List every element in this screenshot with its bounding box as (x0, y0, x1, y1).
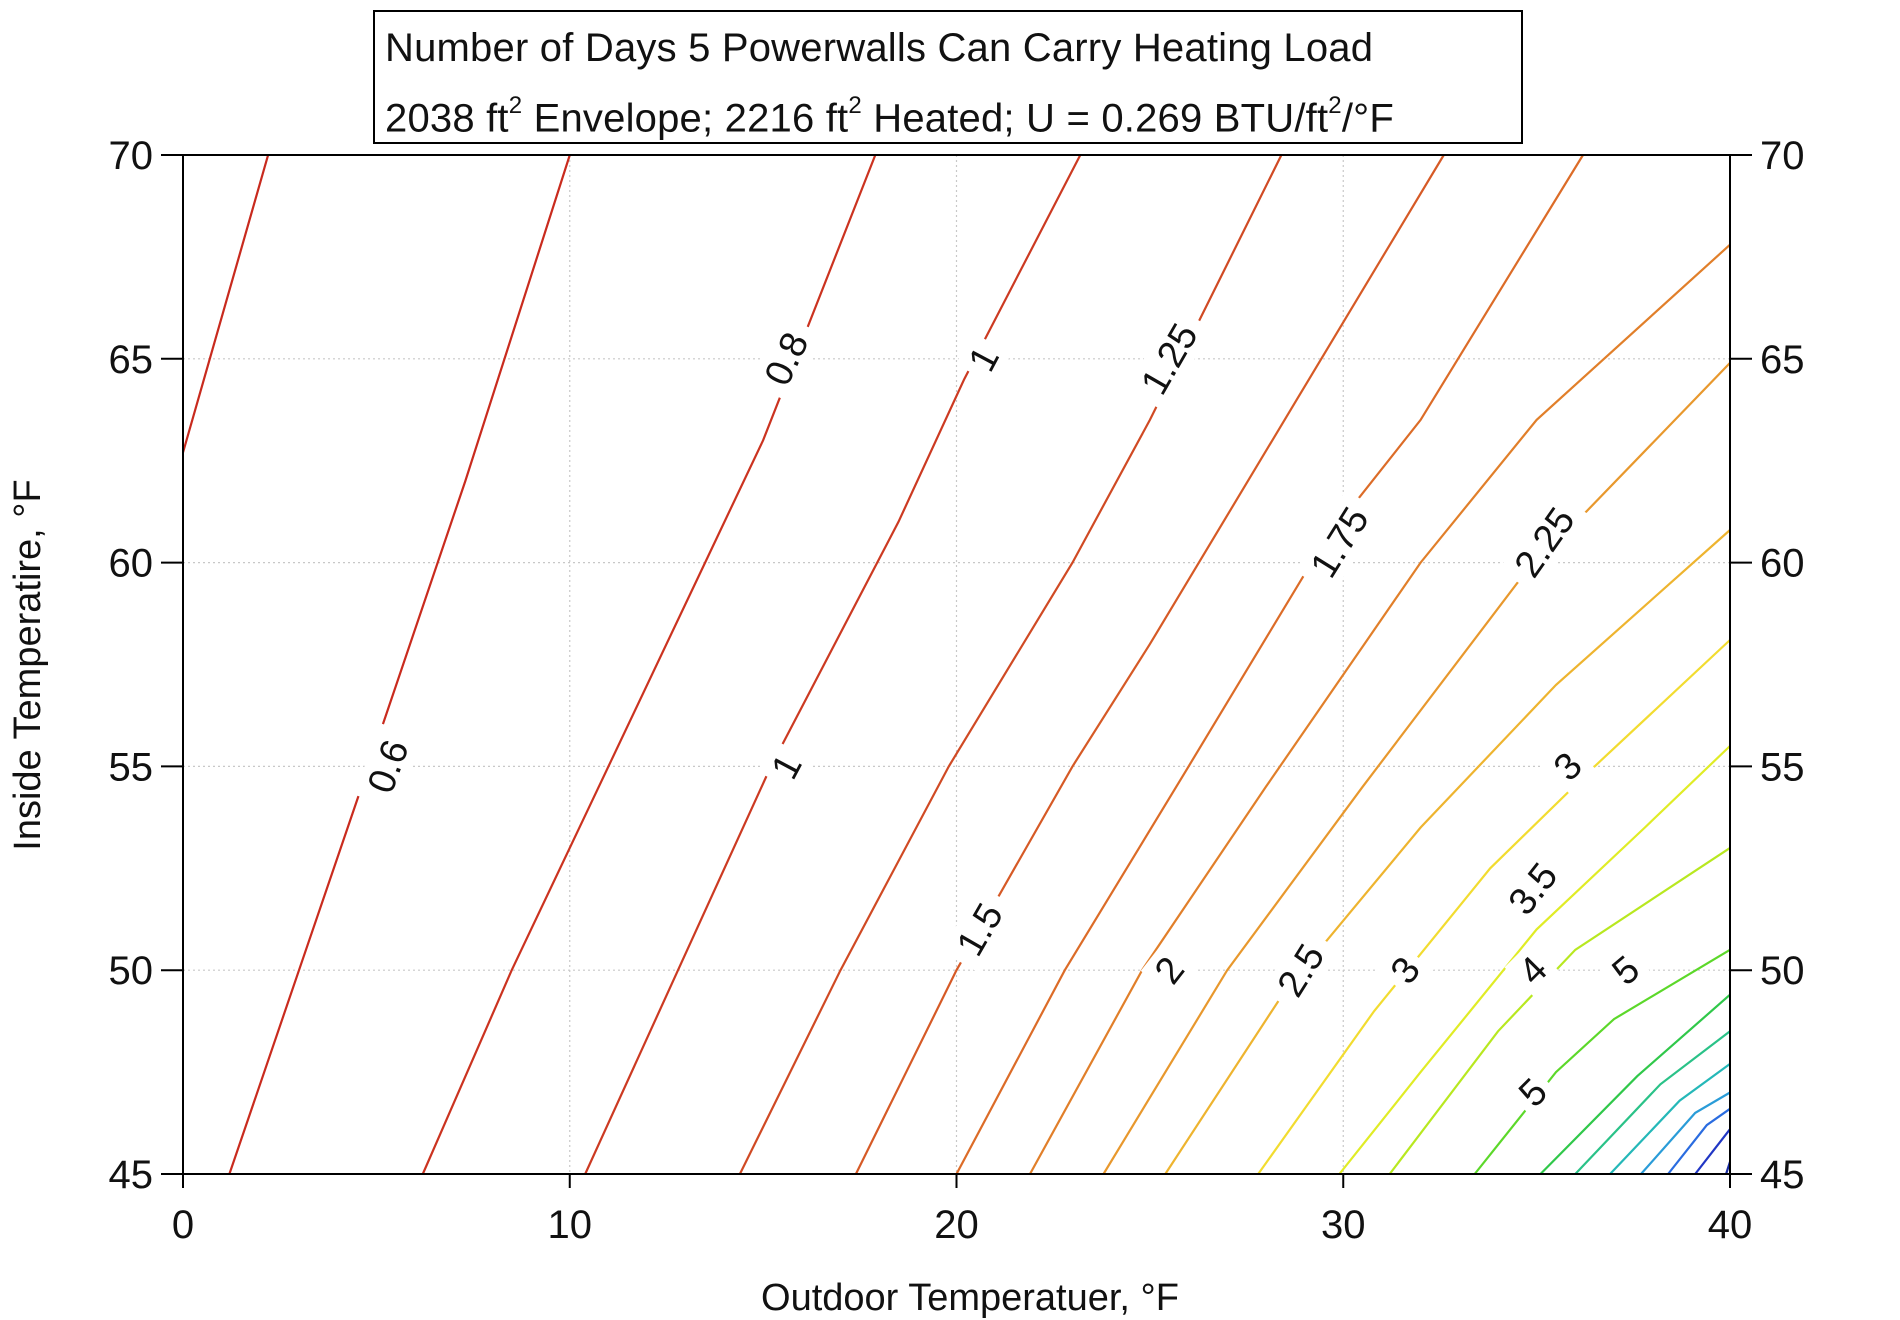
contour-line-3 (1257, 639, 1731, 1175)
contour-line-10 (1667, 1107, 1731, 1175)
chart-subtitle: 2038 ft2 Envelope; 2216 ft2 Heated; U = … (385, 92, 1394, 141)
subtitle-superscript: 2 (1328, 92, 1342, 119)
contour-label-1.75: 1.75 (1295, 489, 1384, 595)
contour-label-4: 4 (1504, 941, 1562, 999)
y-axis-label: Inside Temperatire, °F (7, 479, 49, 850)
contour-label-5: 5 (1504, 1064, 1562, 1121)
x-axis-label: Outdoor Temperatuer, °F (761, 1277, 1179, 1319)
contour-line-1.75 (955, 154, 1584, 1175)
contour-line-6 (1539, 993, 1731, 1175)
contour-line-1.5 (854, 154, 1445, 1175)
contour-label-halo (1498, 490, 1590, 595)
grid-lines (183, 155, 1730, 1174)
y-tick-label-right: 70 (1760, 134, 1805, 178)
contour-label-halo (1504, 1064, 1562, 1121)
subtitle-part: Envelope; 2216 ft (522, 96, 849, 141)
y-tick-label-left: 45 (109, 1153, 154, 1197)
contour-line-5 (1473, 948, 1731, 1175)
contour-label-halo (1597, 941, 1654, 999)
contour-label-halo (758, 740, 815, 793)
y-tick-label-right: 60 (1760, 542, 1805, 586)
contour-label-halo (955, 332, 1012, 386)
contour-label-2.25: 2.25 (1498, 490, 1590, 595)
subtitle-part: 2038 ft (385, 96, 509, 141)
contour-label-3: 3 (1376, 942, 1434, 998)
contour-label-3.5: 3.5 (1492, 845, 1574, 933)
contour-line-4 (1388, 846, 1731, 1175)
subtitle-part: /°F (1341, 96, 1394, 141)
contour-line-0.5 (181, 154, 270, 453)
contour-line-7 (1574, 1030, 1731, 1175)
x-tick-label: 20 (934, 1203, 979, 1247)
y-tick-label-right: 55 (1760, 745, 1805, 789)
contour-label-halo (1504, 941, 1562, 999)
y-tick-label-left: 70 (109, 134, 154, 178)
contour-label-halo (1539, 738, 1596, 795)
subtitle-superscript: 2 (848, 92, 862, 119)
contour-label-halo (1140, 942, 1198, 998)
y-tick-label-left: 60 (109, 542, 154, 586)
contour-line-1 (584, 154, 1082, 1175)
contour-label-halo (1376, 942, 1434, 998)
contour-line-0.8 (421, 154, 877, 1175)
y-tick-label-right: 50 (1760, 949, 1805, 993)
contour-label-1.5: 1.5 (941, 885, 1018, 974)
chart-title: Number of Days 5 Powerwalls Can Carry He… (385, 26, 1374, 70)
contour-lines (181, 154, 1732, 1175)
contour-label-1: 1 (758, 740, 815, 793)
y-tick-label-right: 65 (1760, 338, 1805, 382)
contour-label-halo (1126, 306, 1213, 412)
contour-line-2.25 (1102, 362, 1731, 1175)
x-tick-label: 0 (172, 1203, 194, 1247)
contour-label-halo (941, 885, 1018, 974)
contour-line-2.5 (1164, 529, 1731, 1175)
contour-line-3.5 (1338, 745, 1731, 1175)
x-tick-label: 40 (1708, 1203, 1753, 1247)
contour-label-halo (354, 723, 422, 810)
contour-label-halo (1261, 926, 1340, 1015)
x-tick-label: 10 (548, 1203, 593, 1247)
subtitle-part: Heated; U = 0.269 BTU/ft (861, 96, 1329, 141)
contour-label-5: 5 (1597, 941, 1654, 999)
subtitle-superscript: 2 (508, 92, 523, 119)
y-tick-label-left: 55 (109, 745, 154, 789)
contour-label-halo (1295, 489, 1384, 595)
contour-line-2 (1029, 243, 1731, 1175)
contour-line-9 (1640, 1091, 1731, 1175)
chart-title-box: Number of Days 5 Powerwalls Can Carry He… (373, 10, 1523, 144)
y-tick-label-right: 45 (1760, 1153, 1805, 1197)
contour-label-0.8: 0.8 (750, 315, 823, 403)
x-tick-label: 30 (1321, 1203, 1366, 1247)
contour-label-3: 3 (1539, 738, 1596, 795)
contour-line-0.6 (228, 154, 571, 1175)
y-tick-label-left: 65 (109, 338, 154, 382)
contour-line-11 (1694, 1128, 1731, 1175)
contour-line-8 (1609, 1063, 1731, 1175)
contour-label-halo (750, 315, 823, 403)
contour-label-halo (1492, 845, 1574, 933)
y-tick-label-left: 50 (109, 949, 154, 993)
contour-line-1.25 (738, 154, 1283, 1175)
contour-label-2: 2 (1140, 942, 1198, 998)
